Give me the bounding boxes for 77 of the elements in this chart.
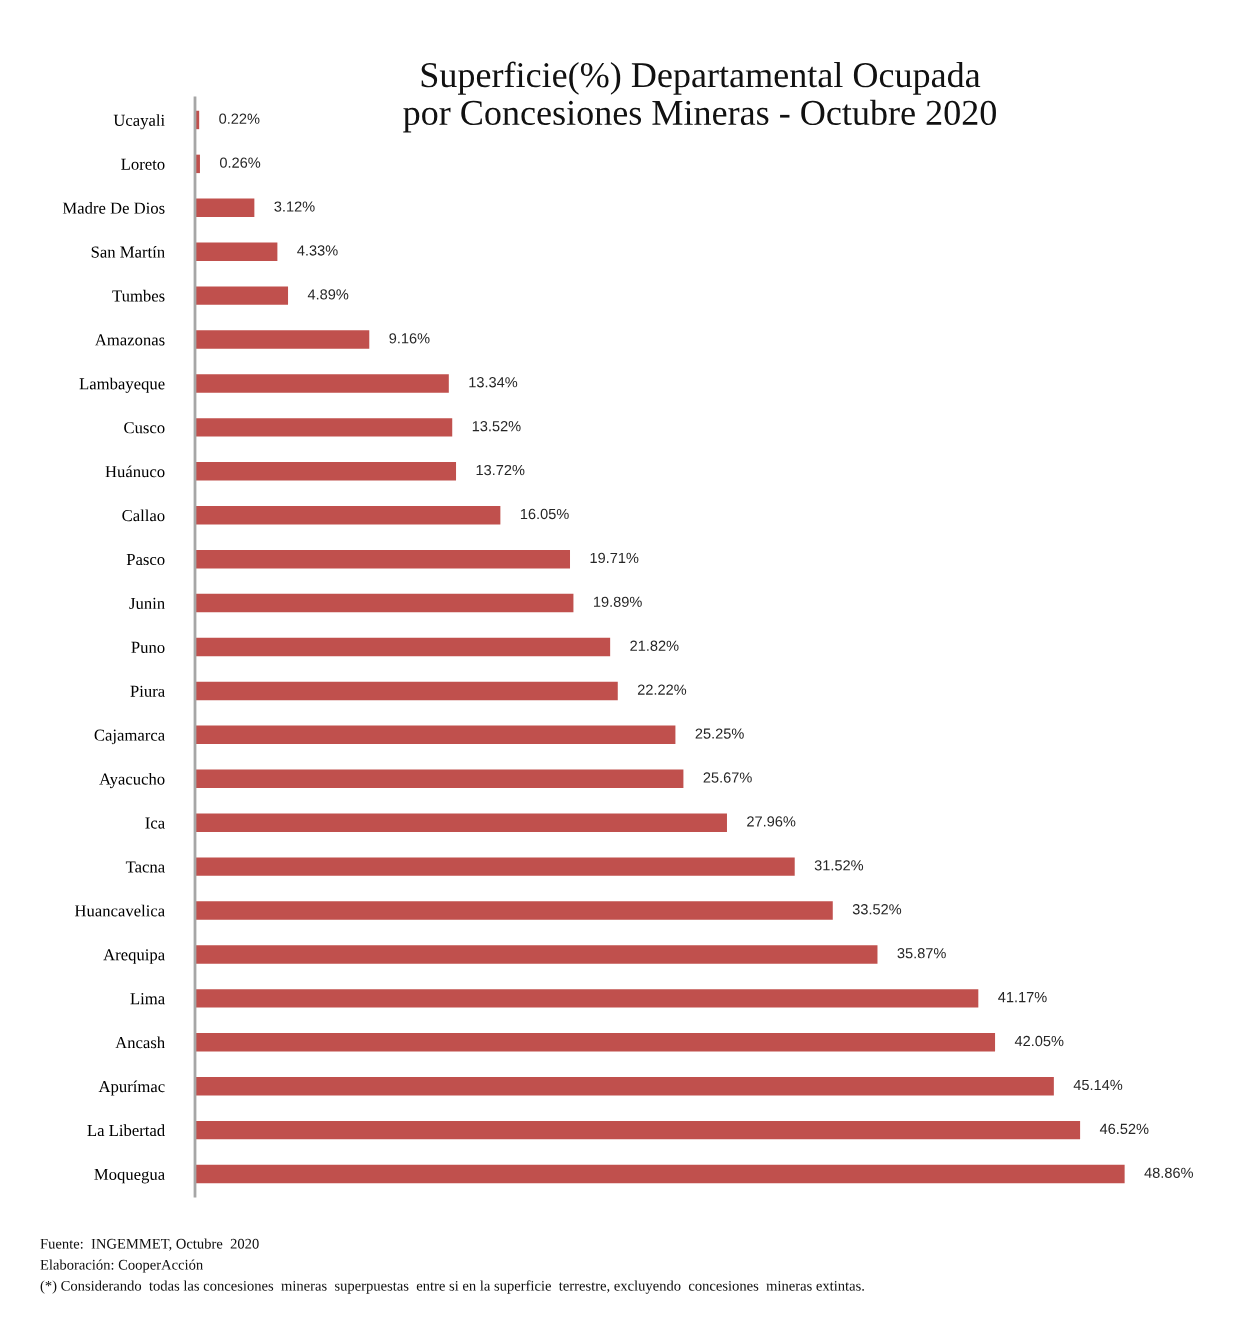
data-label: 9.16%	[389, 333, 430, 344]
y-tick-label: Huancavelica	[74, 904, 165, 917]
data-label: 19.71%	[590, 552, 639, 564]
y-tick-label: Tumbes	[112, 289, 165, 302]
data-label: 13.52%	[472, 420, 521, 432]
y-tick-label: Lima	[130, 993, 165, 1005]
bar	[195, 1120, 1081, 1140]
data-label: 0.26%	[219, 157, 261, 168]
bar	[195, 681, 618, 701]
data-label: 42.05%	[1014, 1035, 1064, 1047]
y-tick-label: Cusco	[124, 422, 165, 434]
y-tick-label: Madre De Dios	[62, 202, 165, 214]
data-label: 46.52%	[1099, 1123, 1149, 1135]
bar	[195, 1076, 1054, 1096]
data-label: 41.17%	[998, 992, 1047, 1003]
data-label: 13.34%	[469, 377, 518, 388]
data-label: 0.22%	[219, 113, 260, 124]
y-tick-label: Piura	[130, 685, 165, 697]
data-label: 19.89%	[593, 596, 642, 607]
bar	[195, 506, 501, 525]
y-tick-label: La Libertad	[87, 1124, 165, 1137]
y-tick-label: San Martín	[91, 245, 165, 258]
data-label: 16.05%	[520, 508, 569, 520]
data-label: 31.52%	[814, 860, 864, 871]
y-tick-label: Arequipa	[103, 949, 165, 964]
data-label: 21.82%	[630, 640, 679, 651]
bar	[195, 418, 453, 437]
y-tick-label: Amazonas	[94, 334, 165, 346]
bar	[195, 857, 795, 876]
y-tick-label: Ucayali	[113, 114, 165, 130]
data-label: 4.89%	[307, 289, 349, 300]
data-label: 3.12%	[274, 201, 315, 212]
y-tick-label: Apurímac	[98, 1080, 165, 1096]
y-tick-label: Cajamarca	[94, 729, 165, 745]
bar	[195, 945, 878, 964]
y-tick-label: Ayacucho	[99, 772, 165, 789]
data-label: 45.14%	[1073, 1079, 1123, 1091]
data-label: 25.25%	[695, 728, 744, 739]
y-tick-label: Loreto	[121, 158, 165, 170]
y-tick-label: Ancash	[115, 1036, 165, 1049]
bar	[195, 462, 457, 481]
bar	[195, 374, 449, 393]
bar	[195, 901, 833, 920]
data-label: 13.72%	[476, 464, 525, 476]
y-tick-label: Pasco	[126, 554, 165, 566]
bar	[195, 1164, 1125, 1184]
bar	[195, 549, 571, 569]
source-note: Fuente: INGEMMET, Octubre 2020	[40, 1238, 259, 1251]
bar	[195, 1033, 996, 1052]
data-label: 25.67%	[703, 772, 752, 783]
text: (*) Considerando todas las concesiones mineras superpuestas entre si en la superficie terrestre, excluyendo concesiones mineras extintas.	[40, 1280, 864, 1294]
data-label: 4.33%	[297, 245, 338, 256]
data-label: 22.22%	[637, 684, 687, 695]
y-tick-label: Ica	[145, 817, 165, 829]
bar	[195, 989, 979, 1008]
data-label: 48.86%	[1144, 1167, 1194, 1178]
data-label: 33.52%	[852, 904, 902, 915]
text: Elaboración: CooperAcción	[40, 1259, 203, 1273]
y-tick-label: Puno	[131, 641, 165, 653]
bar	[195, 198, 255, 218]
y-tick-label: Lambayeque	[79, 377, 165, 393]
data-label: 27.96%	[747, 816, 796, 827]
bar	[195, 637, 611, 657]
y-tick-label: Moquegua	[94, 1168, 165, 1184]
y-tick-label: Tacna	[125, 861, 165, 873]
bar	[195, 813, 727, 832]
bar	[195, 286, 289, 305]
bar	[195, 242, 278, 261]
data-label: 35.87%	[897, 948, 946, 959]
y-tick-label: Junin	[129, 597, 165, 610]
bar	[195, 769, 684, 788]
y-tick-label: Huánuco	[105, 465, 165, 478]
bar	[195, 725, 676, 745]
chart-title: Superficie(%) Departamental Ocupada por Concesiones Mineras - Octubre 2020	[403, 61, 996, 133]
y-tick-label: Callao	[122, 509, 165, 522]
bar	[195, 593, 574, 613]
bar	[195, 330, 370, 349]
